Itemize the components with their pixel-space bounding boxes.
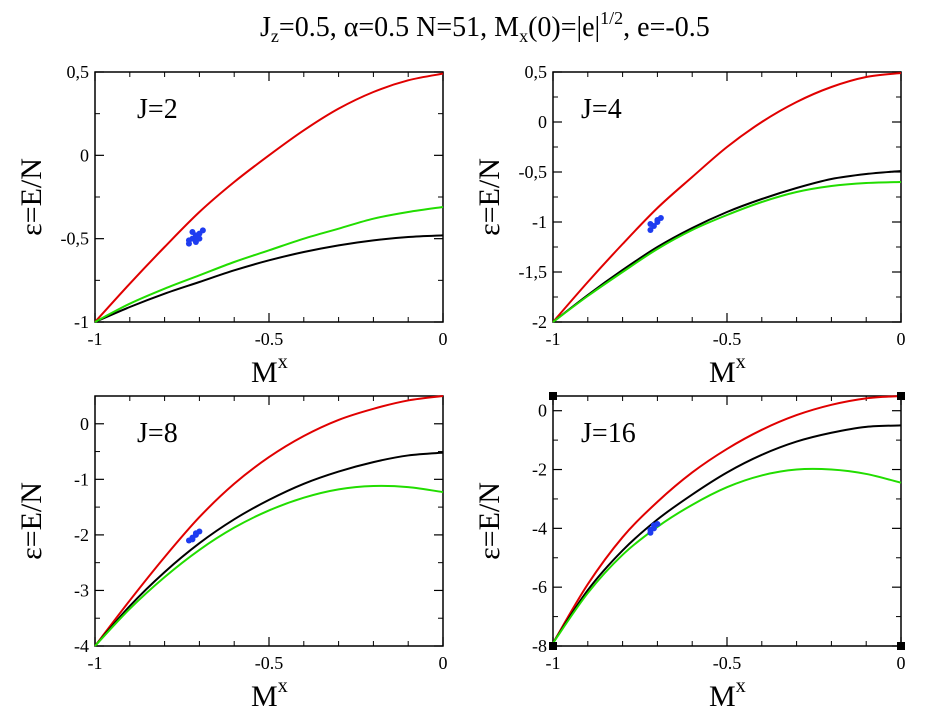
scatter-point: [192, 530, 199, 537]
selection-handle: [549, 642, 557, 650]
x-tick-label: 0: [897, 653, 906, 673]
scatter-point: [647, 526, 654, 533]
x-tick-label: -1: [546, 329, 561, 349]
title-subscript: z: [271, 26, 279, 46]
selection-handle: [897, 392, 905, 400]
chart-panel-3: -1 -0.5 0 -4 -3 -2 -1 0 J=8 Mx ε=E/N: [15, 395, 448, 713]
x-axis-label: Mx: [251, 675, 288, 713]
series-line-3: [552, 467, 902, 644]
scatter-point: [647, 221, 654, 227]
series-line-3: [552, 181, 902, 323]
scatter-point: [647, 227, 654, 233]
title-part: =0.5,: [279, 12, 344, 43]
y-tick-label: -2: [532, 460, 547, 480]
y-tick-label: -0,5: [61, 229, 90, 249]
scatter-point: [189, 229, 196, 235]
y-tick-label: -6: [532, 577, 547, 597]
scatter-point: [654, 217, 661, 223]
panel-label: J=16: [581, 418, 636, 449]
chart-panel-2: -1 -0.5 0 -2 -1,5 -1 -0,5 0 0,5 J=4 Mx ε=E/N: [473, 62, 906, 389]
panel-label: J=2: [137, 94, 178, 125]
x-tick-label: -0.5: [255, 329, 284, 349]
selection-handle: [897, 642, 905, 650]
x-tick-label: 0: [439, 329, 448, 349]
series-line-1: [552, 395, 902, 644]
y-axis-label: ε=E/N: [473, 158, 506, 236]
series-line-1: [94, 395, 444, 647]
y-tick-label: -2: [74, 525, 89, 545]
title-part: J: [260, 12, 271, 43]
title-subscript: x: [519, 26, 528, 46]
chart-panel-1: -1 -0.5 0 -1 -0,5 0 0,5 J=2 Mx ε=E/N: [15, 62, 448, 389]
scatter-point: [650, 522, 657, 529]
y-axis-label: ε=E/N: [473, 482, 506, 560]
svg-text:Jz=0.5, α=0.5 N=51, Mx(0)=|e|1: Jz=0.5, α=0.5 N=51, Mx(0)=|e|1/2, e=-0.5: [260, 8, 710, 46]
x-axis-label: Mx: [709, 675, 746, 713]
scatter-point: [192, 234, 199, 240]
y-tick-label: 0,5: [525, 62, 548, 82]
y-axis-label: ε=E/N: [15, 482, 48, 560]
y-tick-label: -1: [532, 212, 547, 232]
x-tick-label: 0: [439, 653, 448, 673]
y-tick-label: -4: [532, 518, 547, 538]
y-axis-label: ε=E/N: [15, 158, 48, 236]
y-tick-label: -2: [532, 312, 547, 332]
y-tick-label: -1: [74, 312, 89, 332]
y-tick-label: 0: [80, 145, 89, 165]
series-line-1: [94, 72, 444, 323]
figure-title: Jz=0.5, α=0.5 N=51, Mx(0)=|e|1/2, e=-0.5: [260, 8, 710, 46]
series-line-2: [94, 234, 444, 323]
y-tick-label: 0: [538, 401, 547, 421]
y-tick-label: 0: [80, 414, 89, 434]
series-line-2: [552, 424, 902, 644]
x-tick-label: 0: [897, 329, 906, 349]
series-line-2: [94, 451, 444, 647]
y-tick-label: -3: [74, 580, 89, 600]
y-tick-label: 0,5: [67, 62, 90, 82]
panel-label: J=8: [137, 418, 178, 449]
scatter-point: [199, 227, 206, 234]
y-tick-label: -0,5: [519, 162, 548, 182]
series-line-3: [94, 484, 444, 647]
x-tick-label: -1: [88, 329, 103, 349]
x-axis-label: Mx: [251, 351, 288, 389]
series-line-3: [94, 206, 444, 323]
title-superscript: 1/2: [600, 8, 623, 28]
title-part: =0.5 N=51, M: [358, 12, 519, 43]
panel-label: J=4: [581, 94, 622, 125]
x-tick-label: -0.5: [713, 329, 742, 349]
y-tick-label: -8: [532, 636, 547, 656]
title-part: , e=-0.5: [623, 12, 710, 43]
title-part: (0)=|e|: [528, 12, 600, 43]
x-tick-label: -1: [88, 653, 103, 673]
x-tick-label: -1: [546, 653, 561, 673]
chart-panel-4: -1 -0.5 0 -8 -6 -4 -2 0 J=16 Mx ε=E/N: [473, 395, 906, 713]
y-tick-label: 0: [538, 112, 547, 132]
title-alpha: α: [344, 12, 359, 43]
y-tick-label: -4: [74, 636, 89, 656]
scatter-point: [185, 237, 192, 244]
series-line-2: [552, 170, 902, 323]
x-axis-label: Mx: [709, 351, 746, 389]
y-tick-label: -1,5: [519, 262, 548, 282]
y-tick-label: -1: [74, 469, 89, 489]
scatter-point: [189, 536, 196, 543]
x-tick-label: -0.5: [713, 653, 742, 673]
x-tick-label: -0.5: [255, 653, 284, 673]
series-line-1: [552, 72, 902, 323]
selection-handle: [549, 392, 557, 400]
